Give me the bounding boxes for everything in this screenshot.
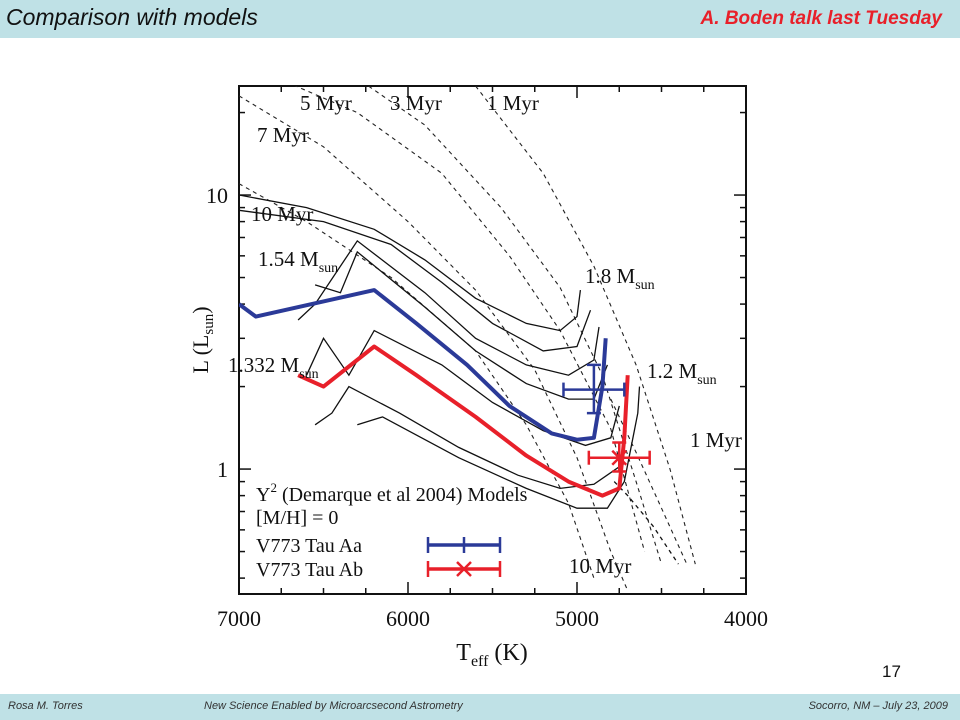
x-tick-label: 6000 [386, 606, 430, 631]
star-marker [562, 363, 626, 415]
axis-ticks [238, 86, 747, 594]
y-axis-label: L (Lsun) [188, 306, 217, 373]
x-tick-label: 5000 [555, 606, 599, 631]
curve-label: 7 Myr [257, 123, 309, 147]
legend-swatch [426, 561, 502, 577]
x-tick-label: 7000 [217, 606, 261, 631]
curve-label: 1.8 Msun [585, 264, 655, 293]
curve-label: 3 Myr [390, 91, 442, 115]
curve-label: 1 Myr [487, 91, 539, 115]
star-marker [587, 441, 651, 473]
curve-label: 10 Myr [569, 554, 631, 578]
footer-place-date: Socorro, NM – July 23, 2009 [808, 700, 948, 712]
hr-diagram-chart: 5 Myr 3 Myr 1 Myr 7 Myr 10 Myr 1 Myr 1.8 Msun 1… [188, 85, 768, 670]
track-line [314, 385, 625, 490]
x-axis-label: Teff (K) [456, 640, 527, 670]
model-note-line1: Y2 (Demarque et al 2004) Models [256, 480, 528, 506]
curve-label: 1.54 Msun [258, 247, 338, 276]
highlighted-tracks [239, 288, 630, 498]
footer-event: New Science Enabled by Microarcsecond As… [204, 700, 463, 712]
footer-bar: Rosa M. Torres New Science Enabled by Mi… [0, 694, 960, 720]
track-line [239, 209, 592, 352]
curve-labels: 5 Myr 3 Myr 1 Myr 7 Myr 10 Myr 1 Myr 1.8 Msun 1… [228, 91, 742, 578]
page-number: 17 [882, 662, 901, 681]
header-bar: Comparison with models A. Boden talk las… [0, 0, 960, 38]
curve-label: 5 Myr [300, 91, 352, 115]
isochrone-line [367, 86, 663, 565]
y-tick-labels: 10 1 [206, 183, 228, 482]
curve-label: 10 Myr [251, 202, 313, 226]
track-line [239, 194, 582, 332]
track-line [613, 481, 679, 565]
highlighted-track-line [239, 288, 608, 442]
header-note: A. Boden talk last Tuesday [700, 8, 942, 29]
legend-label: V773 Tau Aa [256, 535, 362, 557]
footer-author: Rosa M. Torres [8, 700, 83, 712]
y-tick-label: 1 [217, 457, 228, 482]
model-note-line2: [M/H] = 0 [256, 507, 338, 529]
isochrone-line [475, 86, 696, 565]
x-tick-label: 4000 [724, 606, 768, 631]
y-tick-label: 10 [206, 183, 228, 208]
star-markers [562, 363, 651, 473]
curve-label: 1.2 Msun [647, 359, 717, 388]
legend-swatch [426, 537, 502, 553]
legend-label: V773 Tau Ab [256, 559, 363, 581]
isochrone-line [610, 398, 688, 565]
track-line [357, 386, 641, 509]
curve-label: 1.332 Msun [228, 353, 319, 382]
x-tick-labels: 7000 6000 5000 4000 [217, 606, 768, 631]
track-line [297, 239, 600, 376]
curve-label: 1 Myr [690, 428, 742, 452]
isochrone-line [294, 86, 646, 552]
page-title: Comparison with models [6, 4, 258, 30]
track-line [306, 329, 620, 447]
isochrone-line [239, 95, 629, 591]
track-line [314, 250, 609, 400]
